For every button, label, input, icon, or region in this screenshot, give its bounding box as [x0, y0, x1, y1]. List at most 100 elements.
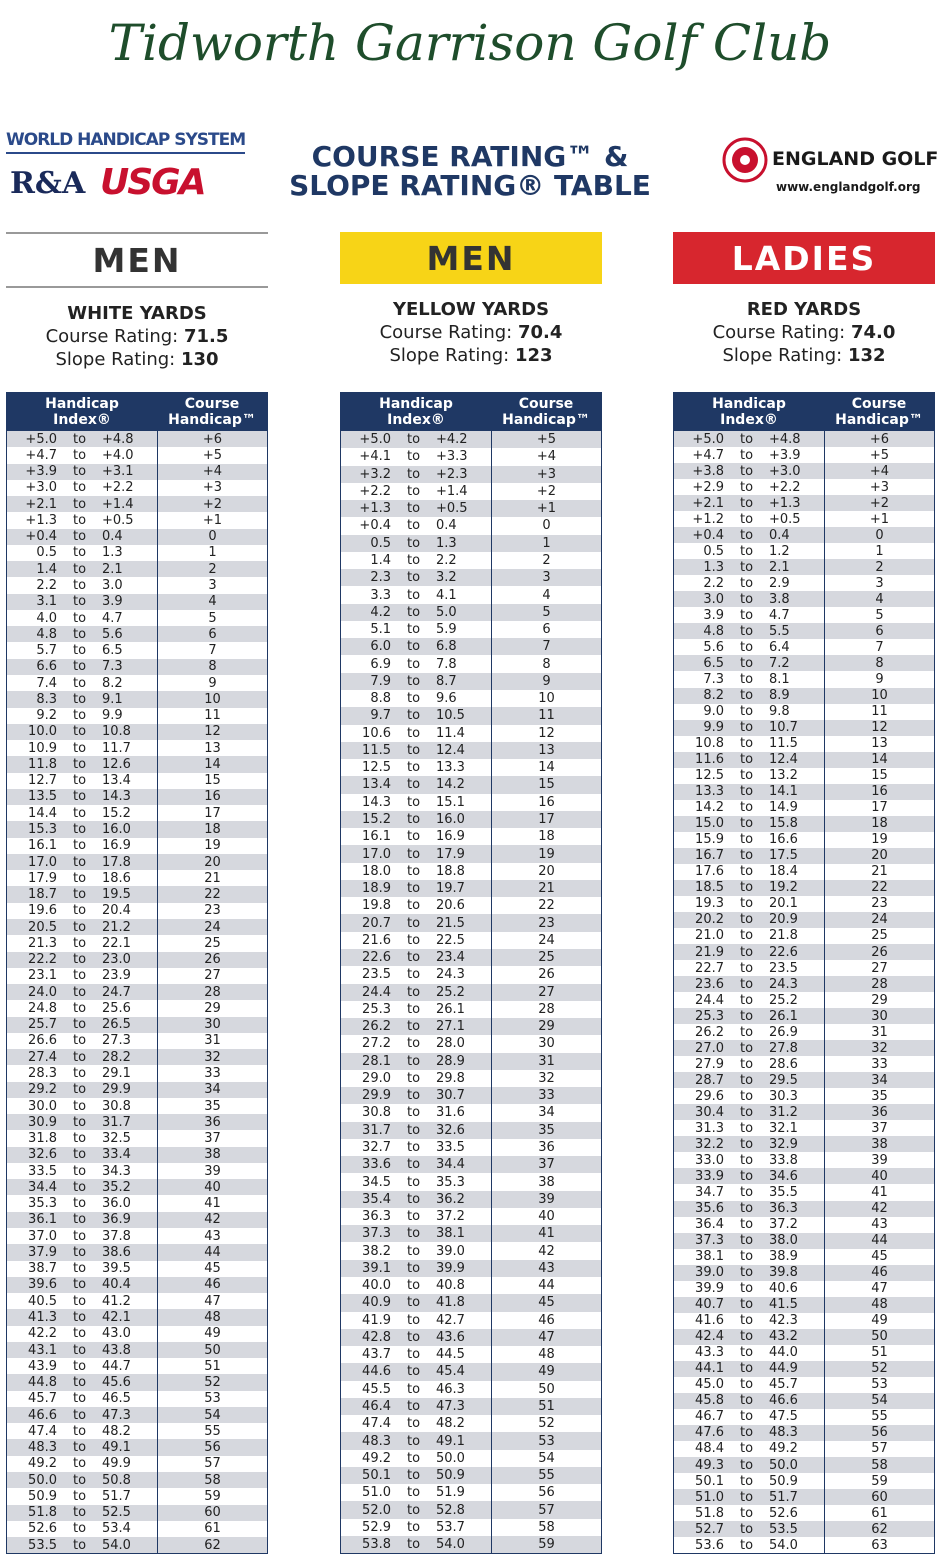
table-row: 17.6 to 18.4 21: [674, 863, 934, 880]
index-from: 29.0: [362, 1070, 391, 1086]
to-word: to: [72, 1537, 87, 1553]
index-to: 25.2: [769, 992, 798, 1008]
table-header: Handicap Index® Course Handicap™: [7, 393, 267, 431]
to-word: to: [72, 1391, 87, 1407]
to-word: to: [406, 811, 421, 827]
course-handicap: 11: [157, 707, 267, 724]
index-to: 9.1: [102, 691, 123, 707]
to-word: to: [406, 1381, 421, 1397]
course-handicap: 14: [824, 751, 934, 768]
index-from: 29.9: [362, 1088, 391, 1104]
table-body: +5.0 to +4.8 +6 +4.7 to +4.0 +5 +3.9 to +3.1 +4 +3.0…: [7, 431, 267, 1554]
table-row: +2.1 to +1.4 +2: [7, 496, 267, 513]
index-from: 35.6: [695, 1201, 724, 1217]
index-from: 18.7: [28, 887, 57, 903]
header-text: Handicap™: [835, 412, 923, 428]
to-word: to: [739, 832, 754, 848]
index-from: 42.2: [28, 1326, 57, 1342]
course-handicap: 38: [491, 1173, 601, 1191]
course-handicap: 29: [824, 992, 934, 1009]
to-word: to: [739, 720, 754, 736]
course-handicap: 42: [157, 1211, 267, 1229]
header-text: Index®: [53, 412, 111, 428]
header-cell: Course Handicap™: [824, 393, 934, 431]
to-word: to: [406, 466, 421, 482]
course-handicap: 23: [824, 895, 934, 912]
to-word: to: [72, 1196, 87, 1212]
course-handicap: 39: [824, 1152, 934, 1169]
to-word: to: [739, 960, 754, 976]
course-handicap: 30: [824, 1008, 934, 1025]
index-from: 3.3: [370, 587, 391, 603]
index-to: 51.9: [436, 1485, 465, 1501]
to-word: to: [72, 626, 87, 642]
to-word: to: [739, 1088, 754, 1104]
index-from: 20.2: [695, 912, 724, 928]
index-to: 3.2: [436, 570, 457, 586]
index-from: 17.9: [28, 870, 57, 886]
index-from: 38.2: [362, 1243, 391, 1259]
index-from: 14.3: [362, 794, 391, 810]
index-to: 9.9: [102, 708, 123, 724]
course-handicap: 42: [824, 1200, 934, 1217]
index-to: 10.5: [436, 708, 465, 724]
course-handicap: 2: [824, 559, 934, 576]
table-row: +0.4 to 0.4 0: [674, 527, 934, 544]
course-handicap: 0: [157, 528, 267, 545]
index-from: 28.1: [362, 1053, 391, 1069]
to-word: to: [739, 1297, 754, 1313]
index-to: 25.2: [436, 984, 465, 1000]
index-from: 53.8: [362, 1537, 391, 1553]
index-from: 38.1: [695, 1249, 724, 1265]
course-handicap: 16: [824, 783, 934, 800]
course-handicap: 21: [824, 863, 934, 880]
to-word: to: [739, 1281, 754, 1297]
to-word: to: [406, 1036, 421, 1052]
course-handicap: 1: [157, 544, 267, 562]
table-row: 7.3 to 8.1 9: [674, 671, 934, 688]
to-word: to: [739, 447, 754, 463]
table-row: 46.7 to 47.5 55: [674, 1408, 934, 1425]
table-row: 38.1 to 38.9 45: [674, 1248, 934, 1265]
label: Slope Rating:: [55, 349, 176, 370]
index-to: 15.2: [102, 805, 131, 821]
index-from: 6.9: [370, 656, 391, 672]
to-word: to: [72, 1488, 87, 1504]
index-from: 31.7: [362, 1122, 391, 1138]
index-from: 12.7: [28, 773, 57, 789]
table-row: 45.0 to 45.7 53: [674, 1376, 934, 1393]
index-from: +3.0: [25, 480, 57, 496]
index-to: 48.2: [102, 1423, 131, 1439]
index-to: 1.3: [102, 545, 123, 561]
course-handicap: 3: [824, 575, 934, 592]
to-word: to: [406, 1070, 421, 1086]
table-row: 28.1 to 28.9 31: [341, 1052, 601, 1070]
table-row: 7.4 to 8.2 9: [7, 674, 267, 692]
index-to: 0.4: [769, 527, 790, 543]
to-word: to: [739, 912, 754, 928]
index-to: 31.6: [436, 1105, 465, 1121]
index-from: 39.6: [28, 1277, 57, 1293]
index-from: 24.4: [362, 984, 391, 1000]
to-word: to: [406, 639, 421, 655]
index-to: 11.4: [436, 725, 465, 741]
course-handicap: 63: [824, 1537, 934, 1554]
index-to: 47.5: [769, 1409, 798, 1425]
index-to: 33.8: [769, 1152, 798, 1168]
course-handicap: 62: [157, 1537, 267, 1554]
header-text: Handicap™: [502, 412, 590, 428]
to-word: to: [72, 1277, 87, 1293]
course-handicap: 4: [157, 593, 267, 610]
to-word: to: [72, 1309, 87, 1325]
index-from: 1.4: [36, 561, 57, 577]
index-to: 2.1: [102, 561, 123, 577]
index-from: 9.7: [370, 708, 391, 724]
table-row: 32.7 to 33.5 36: [341, 1138, 601, 1157]
index-to: 12.4: [436, 742, 465, 758]
course-handicap: 9: [824, 671, 934, 688]
course-handicap: 48: [491, 1346, 601, 1364]
table-row: 4.8 to 5.6 6: [7, 626, 267, 643]
to-word: to: [406, 1416, 421, 1432]
course-handicap: 28: [824, 976, 934, 993]
to-word: to: [72, 659, 87, 675]
